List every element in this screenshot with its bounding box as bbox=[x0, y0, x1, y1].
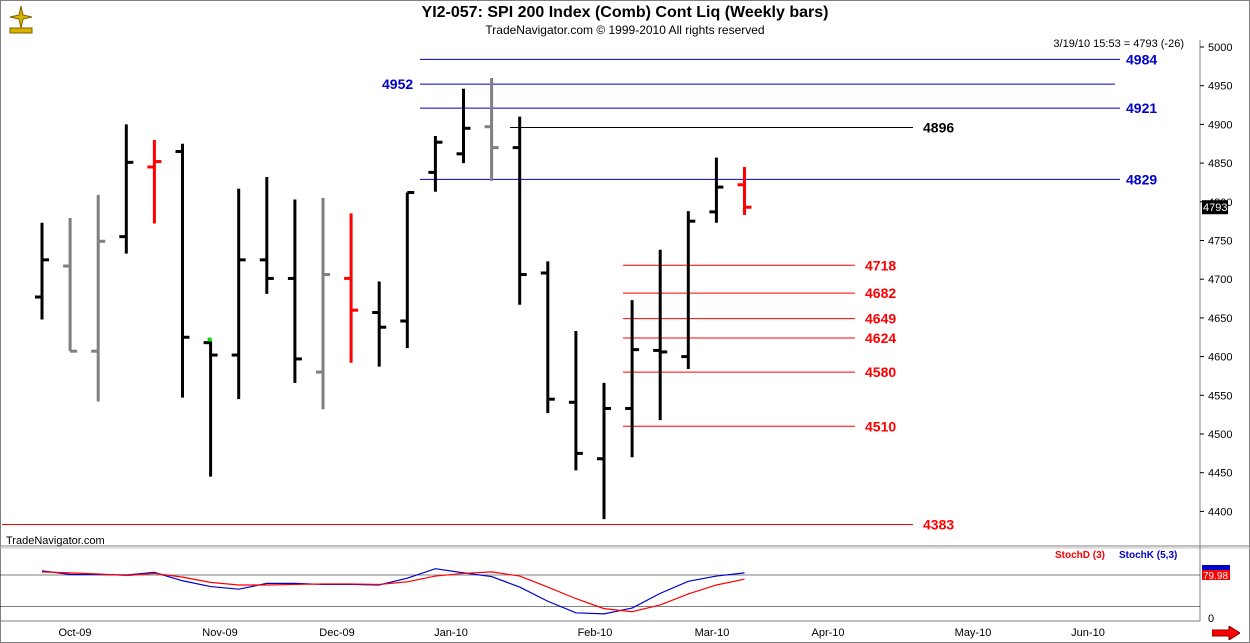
level-label-4921: 4921 bbox=[1126, 100, 1157, 116]
price-tick-label: 5000 bbox=[1208, 42, 1232, 54]
level-label-4682: 4682 bbox=[865, 285, 896, 301]
level-label-4896: 4896 bbox=[923, 119, 954, 135]
price-tick-label: 4750 bbox=[1208, 236, 1232, 248]
scroll-right-arrow-icon[interactable] bbox=[1212, 626, 1240, 640]
ohlc-bar bbox=[428, 136, 443, 192]
stoch-tick-label: 0 bbox=[1208, 613, 1214, 625]
level-label-4718: 4718 bbox=[865, 257, 896, 273]
ohlc-bar bbox=[316, 197, 330, 410]
price-tick-label: 4900 bbox=[1208, 119, 1232, 131]
level-label-4624: 4624 bbox=[865, 330, 896, 346]
date-axis: Oct-09 Nov-09 Dec-09 Jan-10 Feb-10 Mar-10 Apr-… bbox=[58, 627, 1104, 639]
price-tick-label: 4500 bbox=[1208, 429, 1232, 441]
date-tick-label: Feb-10 bbox=[578, 627, 613, 639]
level-label-4952: 4952 bbox=[382, 76, 413, 92]
level-label-4984: 4984 bbox=[1126, 51, 1157, 67]
source-label: TradeNavigator.com bbox=[6, 535, 105, 547]
date-tick-label: Mar-10 bbox=[695, 627, 730, 639]
date-tick-label: Oct-09 bbox=[58, 627, 91, 639]
ohlc-bar bbox=[625, 300, 640, 458]
ohlc-bar bbox=[456, 88, 471, 164]
stochd-line bbox=[41, 571, 745, 613]
last-price-box bbox=[1202, 200, 1228, 215]
level-label-4510: 4510 bbox=[865, 418, 896, 434]
signal-marker bbox=[207, 337, 212, 342]
date-tick-label: May-10 bbox=[955, 627, 992, 639]
ohlc-bar bbox=[709, 157, 724, 223]
ohlc-bar bbox=[259, 177, 274, 294]
stochk-line bbox=[41, 568, 745, 615]
chart-title: YI2-057: SPI 200 Index (Comb) Cont Liq (… bbox=[421, 4, 829, 21]
ohlc-bar bbox=[540, 261, 555, 414]
ohlc-bar bbox=[175, 143, 190, 398]
price-tick-label: 4400 bbox=[1208, 506, 1232, 518]
ohlc-bar bbox=[63, 218, 78, 353]
ohlc-bar bbox=[484, 77, 499, 181]
date-tick-label: Jan-10 bbox=[434, 627, 468, 639]
ohlc-bar bbox=[737, 166, 752, 215]
stochastic-panel: StochD (3) StochK (5,3) 79.98 0 bbox=[0, 550, 1230, 625]
stochd-value-box bbox=[1202, 570, 1230, 580]
price-tick-label: 4600 bbox=[1208, 352, 1232, 364]
price-tick-label: 4850 bbox=[1208, 158, 1232, 170]
date-tick-label: Jun-10 bbox=[1071, 627, 1105, 639]
price-tick-label: 4950 bbox=[1208, 81, 1232, 93]
last-price-label: 4793 bbox=[1203, 202, 1227, 214]
price-tick-label: 4550 bbox=[1208, 390, 1232, 402]
date-tick-label: Dec-09 bbox=[319, 627, 354, 639]
chart-subtitle: TradeNavigator.com © 1999-2010 All right… bbox=[485, 23, 765, 37]
price-tick-label: 4700 bbox=[1208, 274, 1232, 286]
ohlc-bar bbox=[203, 341, 218, 477]
ohlc-bars bbox=[35, 77, 752, 520]
ohlc-bar bbox=[287, 199, 302, 383]
ohlc-bar bbox=[568, 331, 583, 471]
ohlc-bar bbox=[147, 139, 162, 224]
level-label-4649: 4649 bbox=[865, 311, 896, 327]
ohlc-bar bbox=[681, 211, 696, 369]
quote-readout: 3/19/10 15:53 = 4793 (-26) bbox=[1053, 38, 1184, 50]
level-label-4383: 4383 bbox=[923, 517, 954, 533]
ohlc-bar bbox=[35, 222, 49, 320]
ohlc-bar bbox=[372, 281, 387, 367]
ohlc-bar bbox=[512, 116, 527, 305]
level-label-4580: 4580 bbox=[865, 364, 896, 380]
ohlc-bar bbox=[400, 191, 415, 349]
stochd-legend: StochD (3) bbox=[1055, 550, 1105, 561]
compass-logo-icon bbox=[9, 5, 33, 34]
price-axis: 5000495049004850480047504700465046004550… bbox=[1200, 42, 1232, 518]
level-label-4829: 4829 bbox=[1126, 171, 1157, 187]
ohlc-bar bbox=[119, 124, 134, 254]
ohlc-bar bbox=[344, 213, 359, 363]
ohlc-bar bbox=[597, 382, 611, 520]
stochk-legend: StochK (5,3) bbox=[1119, 550, 1177, 561]
ohlc-bar bbox=[231, 188, 246, 400]
price-level-lines: 4984 4952 4921 4896 4829 4718 4682 4649 4624 4580… bbox=[2, 51, 1157, 533]
ohlc-bar bbox=[91, 194, 106, 402]
date-tick-label: Nov-09 bbox=[202, 627, 237, 639]
date-tick-label: Apr-10 bbox=[811, 627, 844, 639]
price-tick-label: 4450 bbox=[1208, 468, 1232, 480]
price-tick-label: 4650 bbox=[1208, 313, 1232, 325]
ohlc-bar bbox=[653, 249, 668, 421]
stochd-value-label: 79.98 bbox=[1203, 571, 1228, 582]
stochk-value-box bbox=[1202, 565, 1230, 574]
